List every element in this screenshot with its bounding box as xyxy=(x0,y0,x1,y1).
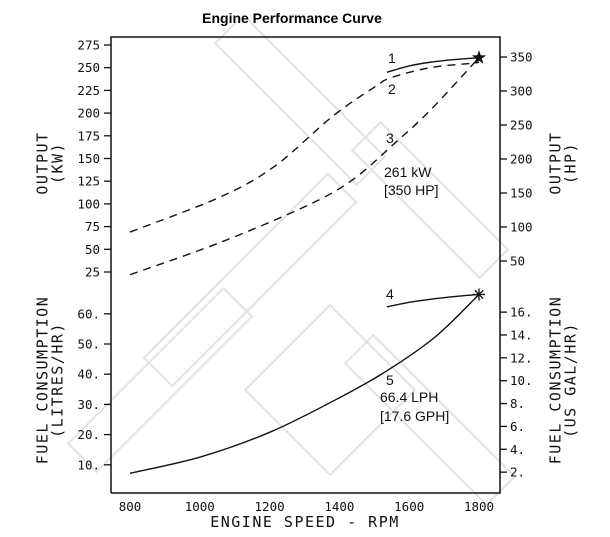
y-right-axis-label: FUEL CONSUMPTION xyxy=(547,296,565,465)
y-right-tick-label: 300 xyxy=(510,84,533,99)
x-axis-label: ENGINE SPEED - RPM xyxy=(210,513,400,531)
y-right-tick-label: 350 xyxy=(510,50,533,65)
y-tick-label: 150 xyxy=(77,151,100,166)
y-right-tick-label: 150 xyxy=(510,186,533,201)
series-3-line xyxy=(129,57,480,276)
y-right-tick-label: 50 xyxy=(510,254,525,269)
watermark-shape xyxy=(142,172,358,388)
fuel-annotation: [17.6 GPH] xyxy=(380,408,449,424)
series-5-line xyxy=(129,293,480,474)
y-right-tick-label: 4. xyxy=(510,442,525,457)
series-label: 4 xyxy=(386,286,394,302)
y-axis-label: FUEL CONSUMPTION xyxy=(34,296,52,465)
y-tick-label: 60. xyxy=(77,306,100,321)
y-tick-label: 275 xyxy=(77,38,100,53)
y-right-tick-label: 200 xyxy=(510,152,533,167)
x-tick-label: 1000 xyxy=(185,499,215,514)
y-right-tick-label: 100 xyxy=(510,220,533,235)
rated-output-annotation: 261 kW xyxy=(384,164,432,180)
y-right-tick-label: 8. xyxy=(510,396,525,411)
y-axis-label: (LITRES/HR) xyxy=(49,322,67,438)
star-marker-icon xyxy=(471,50,487,64)
watermark-shape xyxy=(213,13,387,187)
x-tick-label: 1800 xyxy=(464,499,494,514)
y-tick-label: 40. xyxy=(77,367,100,382)
series-4-line xyxy=(386,293,480,308)
watermark-shape xyxy=(243,303,417,477)
y-tick-label: 50. xyxy=(77,337,100,352)
y-right-tick-label: 250 xyxy=(510,118,533,133)
y-tick-label: 75 xyxy=(85,219,100,234)
watermark-shape xyxy=(66,286,254,474)
series-2-line xyxy=(129,61,480,233)
y-tick-label: 250 xyxy=(77,60,100,75)
y-tick-label: 25 xyxy=(85,265,100,280)
y-tick-label: 50 xyxy=(85,242,100,257)
y-right-tick-label: 12. xyxy=(510,350,533,365)
y-tick-label: 100 xyxy=(77,196,100,211)
series-label: 2 xyxy=(388,81,396,97)
y-axis-label: (KW) xyxy=(49,142,67,184)
y-axis-label: OUTPUT xyxy=(34,131,52,194)
y-tick-label: 20. xyxy=(77,427,100,442)
plot-frame xyxy=(110,36,501,494)
y-right-tick-label: 6. xyxy=(510,419,525,434)
rated-output-annotation: [350 HP] xyxy=(384,182,438,198)
x-tick-label: 800 xyxy=(119,499,142,514)
x-tick-label: 1200 xyxy=(255,499,285,514)
y-tick-label: 30. xyxy=(77,397,100,412)
y-tick-label: 200 xyxy=(77,106,100,121)
series-1-line xyxy=(386,57,480,73)
watermark-shape xyxy=(350,120,510,280)
series-label: 1 xyxy=(388,50,396,66)
series-label: 5 xyxy=(386,372,394,388)
y-tick-label: 125 xyxy=(77,174,100,189)
asterisk-marker-icon xyxy=(474,289,484,300)
y-right-tick-label: 2. xyxy=(510,465,525,480)
series-label: 3 xyxy=(386,130,394,146)
y-right-axis-label: (US GAL/HR) xyxy=(562,322,580,438)
y-right-tick-label: 16. xyxy=(510,305,533,320)
y-tick-label: 225 xyxy=(77,83,100,98)
y-right-axis-label: OUTPUT xyxy=(547,131,565,194)
y-right-axis-label: (HP) xyxy=(562,142,580,184)
chart-title: Engine Performance Curve xyxy=(202,10,382,26)
y-tick-label: 175 xyxy=(77,128,100,143)
y-right-tick-label: 10. xyxy=(510,373,533,388)
x-tick-label: 1600 xyxy=(394,499,424,514)
y-tick-label: 10. xyxy=(77,457,100,472)
y-right-tick-label: 14. xyxy=(510,327,533,342)
x-tick-label: 1400 xyxy=(324,499,354,514)
fuel-annotation: 66.4 LPH xyxy=(380,389,438,405)
